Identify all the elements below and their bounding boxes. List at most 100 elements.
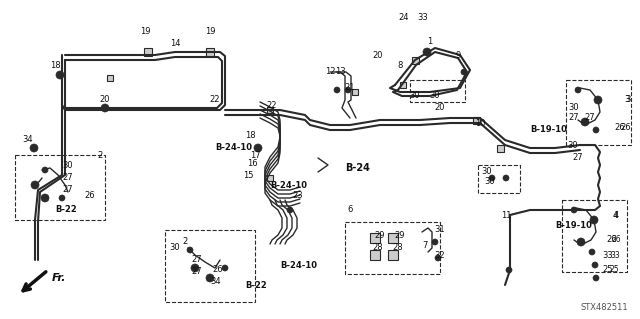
- Text: 2: 2: [97, 151, 102, 160]
- Text: 34: 34: [22, 136, 33, 145]
- Text: 33: 33: [603, 250, 613, 259]
- Text: 8: 8: [397, 61, 403, 70]
- Text: 27: 27: [569, 114, 579, 122]
- Text: 33: 33: [418, 13, 428, 23]
- Text: 30: 30: [484, 177, 495, 187]
- Circle shape: [59, 195, 65, 201]
- Circle shape: [30, 144, 38, 152]
- Text: 26: 26: [611, 235, 621, 244]
- Text: 23: 23: [292, 190, 303, 199]
- FancyBboxPatch shape: [144, 48, 152, 56]
- Circle shape: [222, 265, 228, 271]
- Text: STX482511: STX482511: [580, 303, 628, 312]
- Text: 27: 27: [63, 186, 74, 195]
- Circle shape: [593, 127, 599, 133]
- Circle shape: [590, 216, 598, 224]
- Text: 19: 19: [140, 27, 150, 36]
- Text: 12: 12: [324, 68, 335, 77]
- Text: 26: 26: [607, 235, 618, 244]
- Circle shape: [41, 194, 49, 202]
- Text: 10: 10: [475, 118, 485, 128]
- Text: 1: 1: [428, 38, 433, 47]
- Circle shape: [423, 48, 431, 56]
- Text: 3: 3: [625, 95, 630, 105]
- FancyBboxPatch shape: [267, 107, 273, 113]
- Text: B-19-10: B-19-10: [555, 220, 592, 229]
- Circle shape: [593, 275, 599, 281]
- Text: 22: 22: [267, 100, 277, 109]
- Text: 3: 3: [624, 95, 629, 105]
- Text: 30: 30: [410, 91, 420, 100]
- FancyBboxPatch shape: [388, 233, 398, 243]
- Text: 21: 21: [345, 84, 355, 93]
- Text: B-24-10: B-24-10: [270, 181, 307, 189]
- Text: 25: 25: [609, 265, 619, 275]
- FancyBboxPatch shape: [472, 116, 479, 123]
- Text: 27: 27: [192, 268, 202, 277]
- Text: B-24: B-24: [345, 163, 370, 173]
- Text: 11: 11: [500, 211, 511, 219]
- Bar: [478, 165, 520, 193]
- Text: 2: 2: [182, 238, 188, 247]
- Text: 26: 26: [212, 265, 223, 275]
- Circle shape: [334, 87, 340, 93]
- Text: 31: 31: [435, 226, 445, 234]
- FancyBboxPatch shape: [447, 85, 453, 91]
- FancyBboxPatch shape: [497, 145, 504, 152]
- Text: 27: 27: [192, 256, 202, 264]
- Circle shape: [435, 255, 441, 261]
- Circle shape: [577, 238, 585, 246]
- Text: 19: 19: [205, 27, 215, 36]
- Circle shape: [589, 249, 595, 255]
- FancyBboxPatch shape: [352, 89, 358, 95]
- Circle shape: [345, 87, 351, 93]
- FancyBboxPatch shape: [388, 250, 398, 260]
- Text: 30: 30: [568, 140, 579, 150]
- Bar: [345, 222, 440, 274]
- Text: 33: 33: [610, 250, 620, 259]
- Text: 24: 24: [399, 13, 409, 23]
- Text: 29: 29: [375, 231, 385, 240]
- Text: 4: 4: [612, 211, 618, 219]
- FancyBboxPatch shape: [370, 250, 380, 260]
- Text: 26: 26: [620, 123, 630, 132]
- Bar: [15, 155, 105, 220]
- FancyBboxPatch shape: [400, 82, 406, 88]
- Text: 28: 28: [393, 243, 403, 253]
- FancyBboxPatch shape: [370, 233, 380, 243]
- Circle shape: [432, 239, 438, 245]
- Text: 18: 18: [244, 130, 255, 139]
- Text: B-22: B-22: [245, 280, 267, 290]
- Text: 13: 13: [335, 68, 346, 77]
- Circle shape: [287, 207, 293, 213]
- Text: 34: 34: [211, 278, 221, 286]
- FancyBboxPatch shape: [412, 56, 419, 63]
- Text: 14: 14: [170, 39, 180, 48]
- Circle shape: [101, 104, 109, 112]
- Text: 20: 20: [100, 95, 110, 105]
- Text: 32: 32: [435, 250, 445, 259]
- Text: 26: 26: [84, 190, 95, 199]
- Circle shape: [191, 264, 199, 272]
- Text: 9: 9: [456, 50, 461, 60]
- Circle shape: [42, 167, 48, 173]
- Text: 4: 4: [614, 211, 620, 219]
- Text: 27: 27: [573, 153, 583, 162]
- Circle shape: [489, 175, 495, 181]
- Text: B-24-10: B-24-10: [280, 261, 317, 270]
- Text: Fr.: Fr.: [52, 273, 67, 283]
- Text: B-22: B-22: [55, 205, 77, 214]
- Text: 30: 30: [429, 91, 440, 100]
- Text: 25: 25: [603, 265, 613, 275]
- Text: 30: 30: [482, 167, 492, 176]
- Text: 17: 17: [250, 151, 260, 160]
- Text: 22: 22: [210, 95, 220, 105]
- Text: 26: 26: [614, 123, 625, 132]
- Circle shape: [56, 71, 64, 79]
- Text: 18: 18: [50, 61, 60, 70]
- Circle shape: [575, 87, 581, 93]
- FancyBboxPatch shape: [267, 175, 273, 181]
- Text: 30: 30: [569, 103, 579, 113]
- Text: 16: 16: [246, 159, 257, 167]
- Text: 27: 27: [63, 174, 74, 182]
